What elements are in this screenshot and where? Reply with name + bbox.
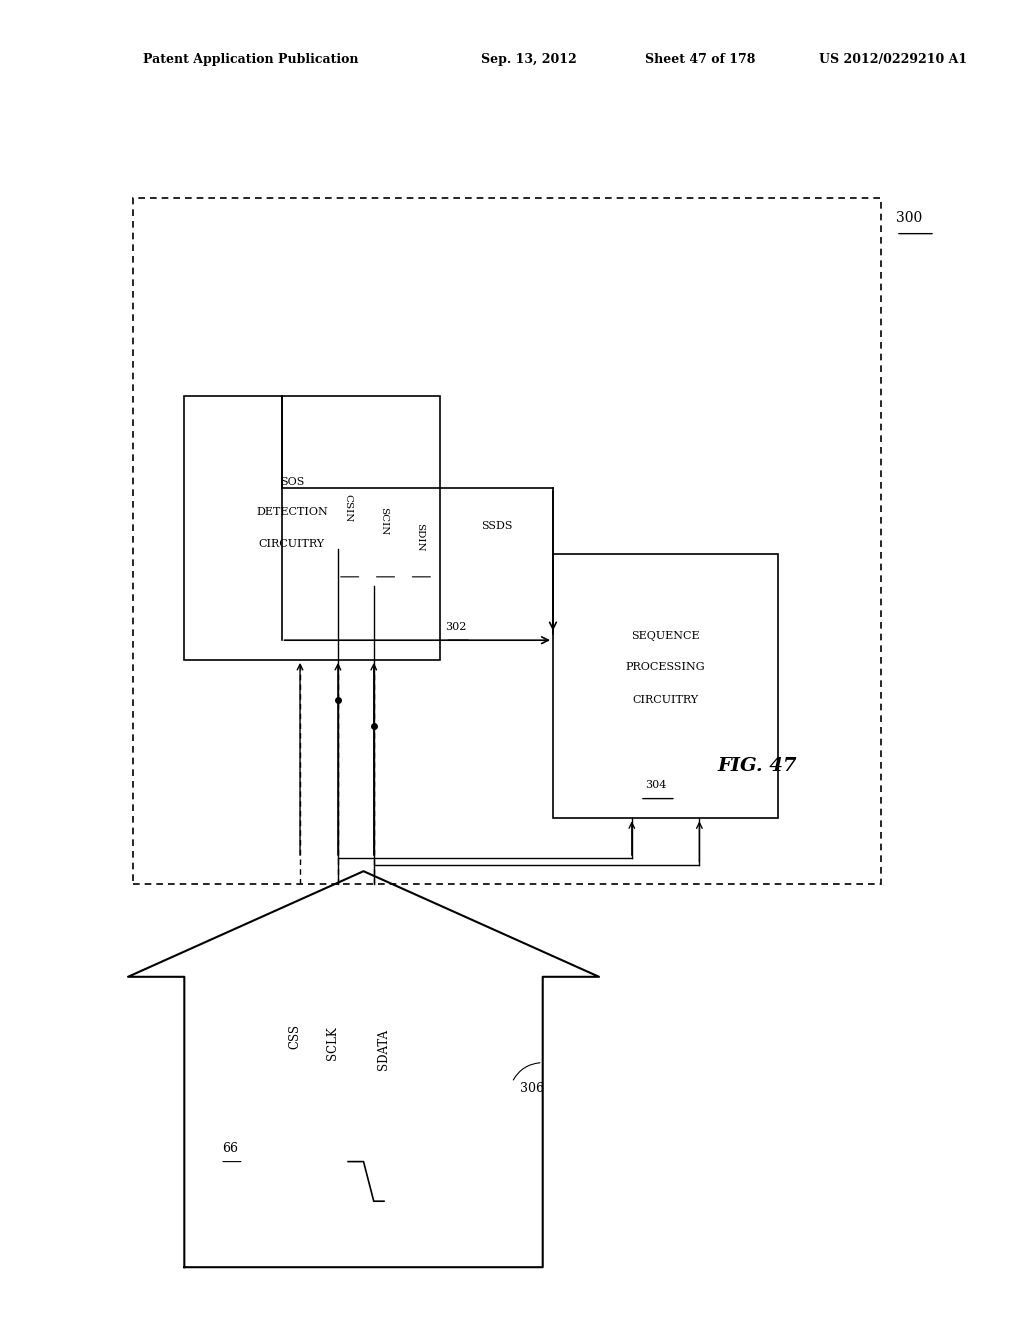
Text: SEQUENCE: SEQUENCE [631,631,700,642]
Text: DETECTION: DETECTION [256,507,328,517]
Text: Sheet 47 of 178: Sheet 47 of 178 [645,53,756,66]
Text: SOS: SOS [280,477,304,487]
Text: SDATA: SDATA [378,1028,390,1071]
Text: US 2012/0229210 A1: US 2012/0229210 A1 [819,53,968,66]
Text: CSIN: CSIN [344,494,352,523]
Text: SCLK: SCLK [327,1026,339,1060]
Text: CIRCUITRY: CIRCUITRY [259,539,325,549]
Text: 300: 300 [896,211,923,226]
Text: 302: 302 [445,622,466,632]
Text: 66: 66 [222,1142,239,1155]
Bar [184,396,440,660]
Text: 304: 304 [645,780,666,791]
Text: Patent Application Publication: Patent Application Publication [143,53,358,66]
Text: 306: 306 [520,1082,545,1096]
Text: Sep. 13, 2012: Sep. 13, 2012 [481,53,578,66]
Text: FIG. 47: FIG. 47 [718,756,798,775]
Text: PROCESSING: PROCESSING [626,661,706,672]
Text: CIRCUITRY: CIRCUITRY [633,694,698,705]
Bar [553,554,778,818]
Bar [133,198,881,884]
Text: SCIN: SCIN [380,507,388,536]
Text: CSS: CSS [289,1024,301,1048]
Text: SDIN: SDIN [416,523,424,552]
Text: SSDS: SSDS [481,520,512,531]
